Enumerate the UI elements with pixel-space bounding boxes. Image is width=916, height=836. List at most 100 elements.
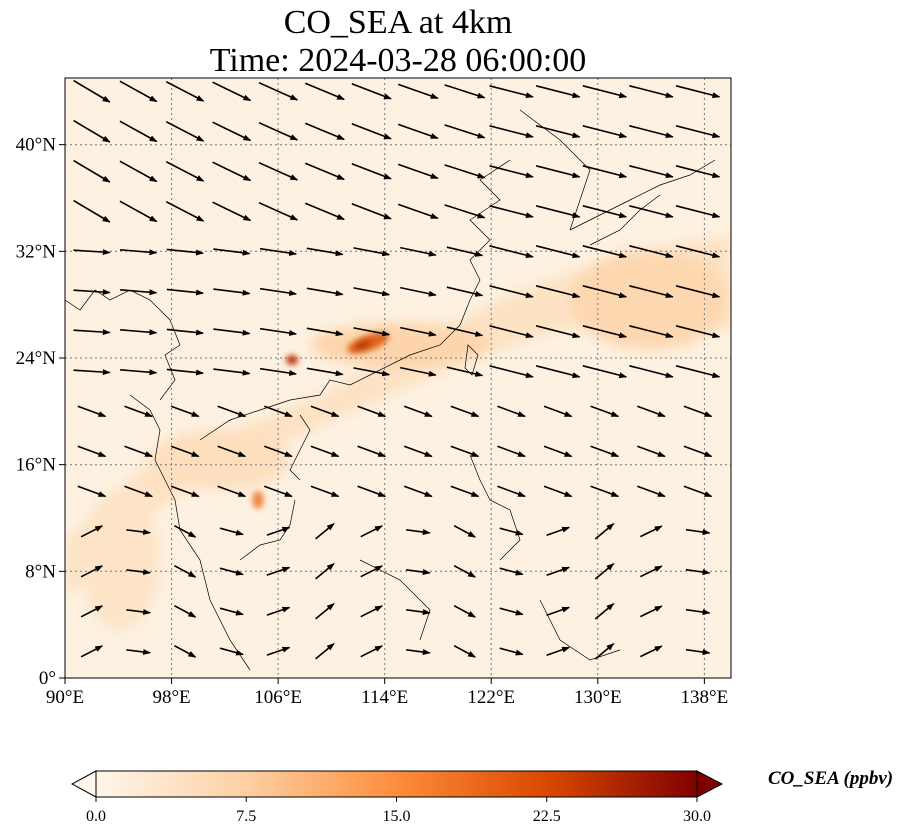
wind-arrow [266, 646, 291, 656]
wind-arrow [126, 648, 152, 655]
wind-arrow [489, 325, 534, 339]
wind-arrow [304, 82, 346, 101]
wind-arrow [675, 205, 721, 219]
wind-arrow [306, 247, 344, 257]
lat-tick-label: 24°N [16, 348, 57, 369]
colorbar-tick-label: 15.0 [383, 808, 411, 825]
wind-arrow [400, 366, 437, 377]
wind-arrow [446, 246, 484, 257]
wind-arrow [351, 83, 392, 100]
wind-arrow [120, 329, 158, 336]
wind-arrow [675, 165, 721, 179]
wind-arrow [77, 445, 107, 458]
wind-arrow [489, 205, 534, 219]
wind-arrow [594, 643, 615, 660]
wind-arrow [640, 645, 663, 658]
map-frame [64, 77, 732, 679]
wind-arrow [174, 524, 197, 538]
wind-arrow [120, 289, 158, 296]
wind-arrow [174, 564, 197, 578]
wind-arrow [73, 329, 111, 336]
wind-arrow [590, 485, 620, 498]
lon-tick-label: 106°E [254, 687, 302, 708]
wind-arrow [675, 125, 721, 139]
wind-arrow [73, 289, 111, 296]
wind-arrow [264, 445, 293, 458]
wind-arrow [77, 485, 107, 498]
wind-arrow [450, 485, 480, 498]
wind-arrow [453, 564, 476, 578]
concentration-field [65, 78, 731, 678]
wind-arrow [166, 368, 204, 376]
wind-arrow [170, 485, 200, 498]
wind-arrow [219, 567, 244, 576]
wind-arrow [543, 405, 573, 418]
wind-arrow [126, 568, 152, 575]
wind-arrow [400, 326, 437, 337]
wind-arrow [590, 405, 620, 418]
wind-arrow [397, 203, 439, 220]
wind-arrow [637, 485, 666, 498]
wind-arrow [212, 201, 252, 222]
wind-arrow [675, 325, 721, 339]
wind-arrow [637, 405, 666, 418]
wind-arrow [640, 565, 663, 578]
wind-arrow [489, 245, 534, 259]
wind-arrow [594, 523, 615, 540]
wind-arrow [444, 124, 486, 139]
wind-arrow [535, 205, 581, 219]
wind-arrow [165, 160, 205, 182]
wind-arrow [264, 485, 293, 498]
wind-arrow [80, 565, 104, 578]
wind-arrow [351, 163, 392, 180]
wind-arrow [306, 327, 344, 337]
wind-arrow [353, 367, 391, 377]
wind-arrow [535, 365, 581, 379]
wind-arrow [594, 563, 615, 580]
wind-arrow [212, 161, 252, 182]
wind-arrow [258, 201, 299, 221]
wind-arrow [306, 367, 344, 377]
wind-arrow [637, 445, 666, 458]
wind-arrow [683, 485, 713, 498]
lat-tick-label: 16°N [16, 455, 57, 476]
wind-arrow [499, 527, 524, 536]
wind-arrow [258, 81, 299, 101]
wind-arrow [77, 405, 107, 418]
wind-arrow [304, 122, 346, 141]
wind-arrow [446, 366, 484, 377]
wind-arrow [675, 285, 721, 299]
wind-arrow [315, 643, 335, 660]
wind-arrow [165, 80, 205, 102]
wind-arrow [212, 121, 252, 142]
wind-arrow [406, 529, 431, 535]
wind-arrow [675, 245, 721, 259]
wind-arrow [446, 326, 484, 337]
wind-arrow [126, 528, 152, 535]
wind-arrow [497, 405, 526, 418]
wind-arrow [219, 607, 244, 616]
wind-arrow [546, 526, 571, 536]
wind-arrow [444, 84, 486, 99]
wind-arrow [685, 568, 711, 576]
wind-arrow [315, 523, 335, 540]
wind-arrow [266, 526, 291, 536]
lat-axis: 0° 8°N 16°N 24°N 32°N 40°N [16, 135, 65, 689]
wind-arrow [166, 248, 204, 256]
wind-arrow [73, 199, 111, 223]
wind-arrow [489, 365, 534, 379]
wind-arrow [499, 567, 524, 576]
wind-arrow [124, 485, 154, 498]
wind-arrow [499, 647, 524, 656]
wind-arrow [126, 608, 152, 615]
wind-arrow [629, 85, 674, 99]
wind-arrow [353, 247, 391, 257]
wind-arrow [353, 327, 391, 337]
wind-arrow [357, 445, 387, 458]
wind-arrow [310, 405, 340, 418]
wind-arrow [535, 165, 581, 179]
wind-arrow [489, 85, 534, 99]
wind-arrow [582, 365, 628, 379]
wind-arrow [212, 81, 252, 102]
wind-arrow [80, 605, 104, 618]
